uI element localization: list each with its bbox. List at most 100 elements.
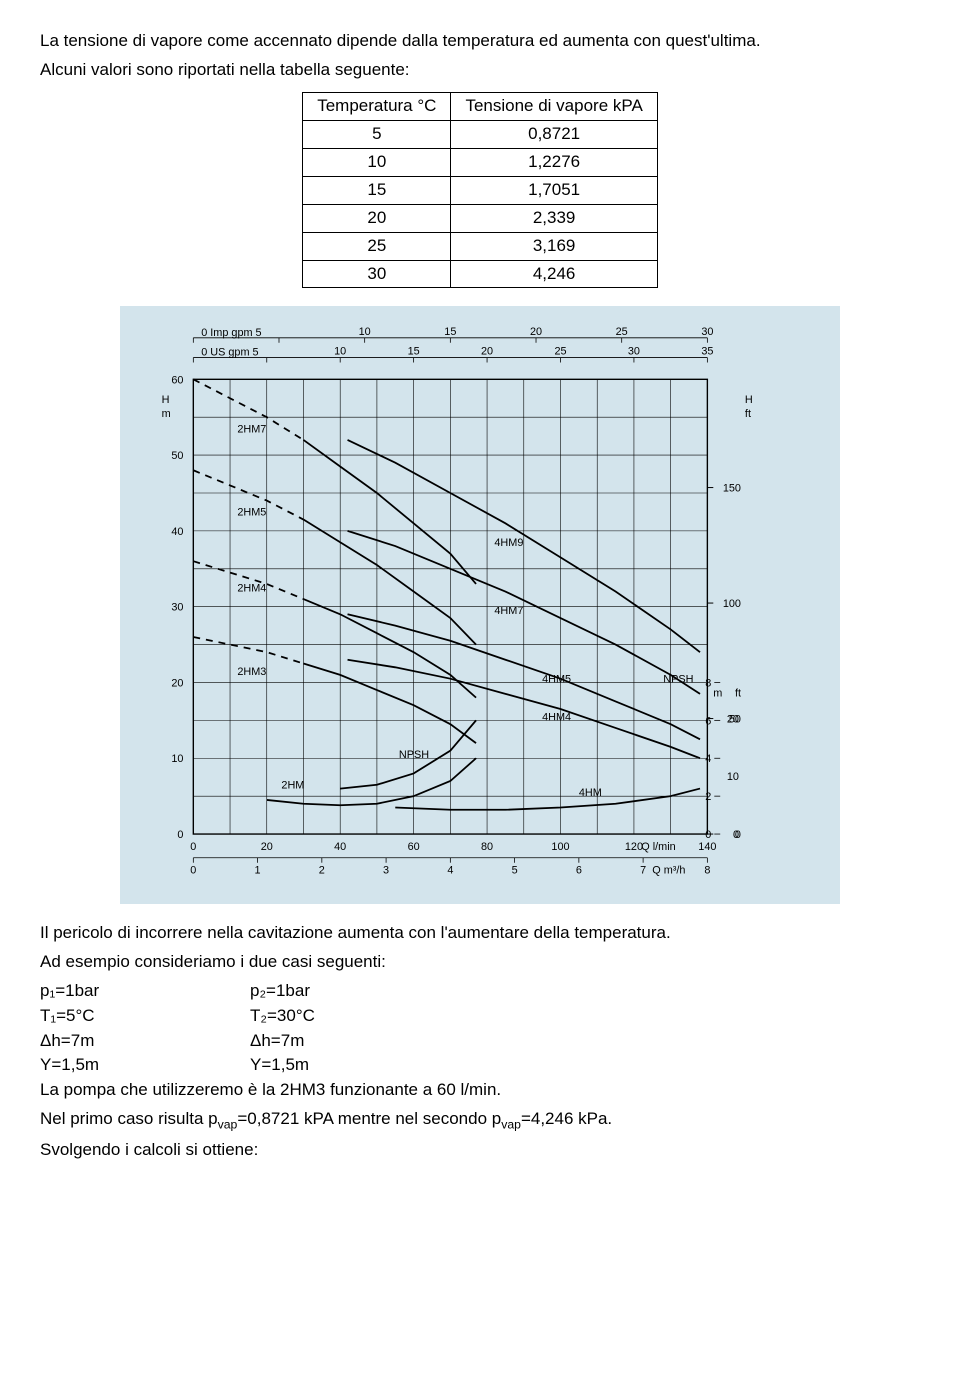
svg-text:0: 0 — [190, 841, 196, 853]
eq-r4c1: Y=1,5m — [40, 1054, 190, 1077]
svg-text:m: m — [713, 688, 722, 700]
body-p1: Il pericolo di incorrere nella cavitazio… — [40, 922, 920, 945]
svg-text:30: 30 — [628, 346, 640, 358]
table-cell: 15 — [303, 176, 451, 204]
svg-text:100: 100 — [723, 598, 741, 610]
svg-text:25: 25 — [616, 326, 628, 338]
body-p4: Nel primo caso risulta pvap=0,8721 kPA m… — [40, 1108, 920, 1133]
table-cell: 4,246 — [451, 260, 657, 288]
eq-r1c2: p₂=1bar — [250, 980, 400, 1003]
table-cell: 3,169 — [451, 232, 657, 260]
svg-text:0: 0 — [733, 829, 739, 841]
svg-text:Q m³/h: Q m³/h — [652, 865, 685, 877]
svg-text:100: 100 — [551, 841, 569, 853]
svg-text:1: 1 — [255, 865, 261, 877]
svg-text:30: 30 — [701, 326, 713, 338]
svg-text:10: 10 — [334, 346, 346, 358]
svg-text:ft: ft — [745, 408, 751, 420]
svg-text:20: 20 — [727, 714, 739, 726]
svg-text:Q l/min: Q l/min — [641, 841, 675, 853]
table-cell: 1,2276 — [451, 148, 657, 176]
svg-text:40: 40 — [334, 841, 346, 853]
svg-text:4: 4 — [447, 865, 453, 877]
svg-text:10: 10 — [171, 754, 183, 766]
svg-text:35: 35 — [701, 346, 713, 358]
svg-text:2: 2 — [705, 792, 711, 804]
svg-text:2: 2 — [319, 865, 325, 877]
svg-text:0 US gpm 5: 0 US gpm 5 — [201, 347, 258, 359]
svg-text:80: 80 — [481, 841, 493, 853]
body-p3: La pompa che utilizzeremo è la 2HM3 funz… — [40, 1079, 920, 1102]
svg-text:6: 6 — [576, 865, 582, 877]
eq-r4c2: Y=1,5m — [250, 1054, 400, 1077]
svg-text:8: 8 — [704, 865, 710, 877]
svg-text:4HM4: 4HM4 — [542, 712, 571, 724]
table-row: 202,339 — [303, 204, 658, 232]
svg-text:2HM5: 2HM5 — [237, 507, 266, 519]
table-cell: 2,339 — [451, 204, 657, 232]
table-cell: 10 — [303, 148, 451, 176]
eq-r3c2: Δh=7m — [250, 1030, 400, 1053]
table-row: 50,8721 — [303, 120, 658, 148]
table-row: 151,7051 — [303, 176, 658, 204]
svg-text:0: 0 — [190, 865, 196, 877]
table-row: 253,169 — [303, 232, 658, 260]
svg-text:30: 30 — [171, 602, 183, 614]
vapor-pressure-table: Temperatura °C Tensione di vapore kPA 50… — [302, 92, 658, 289]
body-p2: Ad esempio consideriamo i due casi segue… — [40, 951, 920, 974]
pump-curve-chart: 0 Imp gpm 510152025300 US gpm 5101520253… — [120, 306, 840, 903]
svg-text:0 Imp gpm 5: 0 Imp gpm 5 — [201, 327, 261, 339]
svg-text:NPSH: NPSH — [399, 750, 429, 762]
table-cell: 25 — [303, 232, 451, 260]
svg-text:140: 140 — [698, 841, 716, 853]
svg-text:m: m — [162, 408, 171, 420]
svg-text:NPSH: NPSH — [663, 674, 693, 686]
svg-text:20: 20 — [171, 678, 183, 690]
table-cell: 1,7051 — [451, 176, 657, 204]
body-p5: Svolgendo i calcoli si ottiene: — [40, 1139, 920, 1162]
svg-text:0: 0 — [177, 829, 183, 841]
table-header-temp: Temperatura °C — [303, 92, 451, 120]
svg-text:4HM7: 4HM7 — [494, 606, 523, 618]
svg-text:20: 20 — [481, 346, 493, 358]
svg-text:4: 4 — [705, 754, 711, 766]
eq-r1c1: p₁=1bar — [40, 980, 190, 1003]
svg-text:2HM3: 2HM3 — [237, 666, 266, 678]
svg-text:4HM9: 4HM9 — [494, 537, 523, 549]
svg-text:H: H — [162, 394, 170, 406]
svg-text:ft: ft — [735, 688, 741, 700]
svg-text:10: 10 — [727, 772, 739, 784]
svg-text:20: 20 — [530, 326, 542, 338]
svg-text:4HM: 4HM — [579, 788, 602, 800]
svg-text:2HM: 2HM — [281, 780, 304, 792]
eq-r3c1: Δh=7m — [40, 1030, 190, 1053]
svg-text:0: 0 — [705, 829, 711, 841]
svg-text:60: 60 — [171, 375, 183, 387]
svg-text:50: 50 — [171, 450, 183, 462]
table-header-pressure: Tensione di vapore kPA — [451, 92, 657, 120]
svg-text:15: 15 — [408, 346, 420, 358]
table-cell: 30 — [303, 260, 451, 288]
equation-block: p₁=1bar p₂=1bar T₁=5°C T₂=30°C Δh=7m Δh=… — [40, 980, 920, 1078]
table-cell: 5 — [303, 120, 451, 148]
svg-text:4HM5: 4HM5 — [542, 674, 571, 686]
svg-text:25: 25 — [554, 346, 566, 358]
svg-text:6: 6 — [705, 716, 711, 728]
svg-text:120: 120 — [625, 841, 643, 853]
intro-line-1: La tensione di vapore come accennato dip… — [40, 30, 920, 53]
svg-text:15: 15 — [444, 326, 456, 338]
svg-text:H: H — [745, 394, 753, 406]
svg-text:5: 5 — [512, 865, 518, 877]
eq-r2c2: T₂=30°C — [250, 1005, 400, 1028]
table-cell: 20 — [303, 204, 451, 232]
svg-text:40: 40 — [171, 526, 183, 538]
intro-line-2: Alcuni valori sono riportati nella tabel… — [40, 59, 920, 82]
svg-text:10: 10 — [359, 326, 371, 338]
svg-text:7: 7 — [640, 865, 646, 877]
svg-text:60: 60 — [408, 841, 420, 853]
table-cell: 0,8721 — [451, 120, 657, 148]
svg-text:2HM7: 2HM7 — [237, 424, 266, 436]
table-row: 101,2276 — [303, 148, 658, 176]
svg-text:20: 20 — [261, 841, 273, 853]
svg-text:2HM4: 2HM4 — [237, 583, 266, 595]
